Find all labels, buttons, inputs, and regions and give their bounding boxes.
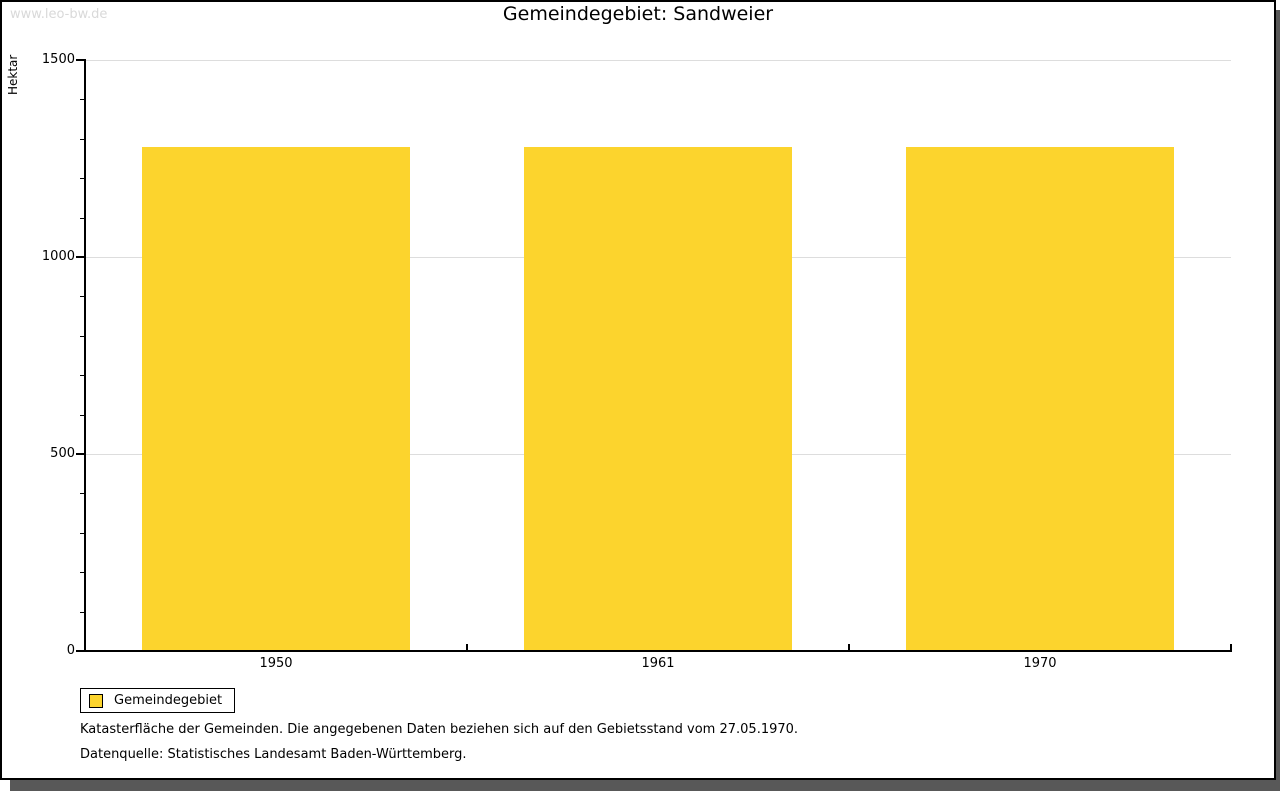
x-boundary-tick bbox=[1230, 644, 1232, 651]
page-shadow-right bbox=[1276, 10, 1280, 791]
y-minor-tick bbox=[80, 414, 85, 416]
y-major-tick bbox=[76, 453, 84, 455]
legend-label: Gemeindegebiet bbox=[114, 693, 223, 708]
y-minor-tick bbox=[80, 493, 85, 495]
page-shadow-bottom bbox=[10, 780, 1280, 791]
footnote-source-note: Katasterfläche der Gemeinden. Die angege… bbox=[80, 722, 799, 737]
bar bbox=[906, 146, 1174, 651]
y-minor-tick bbox=[80, 99, 85, 101]
x-category-label: 1950 bbox=[259, 656, 293, 671]
y-tick-label: 1000 bbox=[41, 249, 75, 264]
legend-swatch-icon bbox=[89, 693, 103, 708]
y-axis bbox=[84, 59, 86, 652]
y-major-tick bbox=[76, 59, 84, 61]
x-boundary-tick bbox=[466, 644, 468, 651]
y-major-tick bbox=[76, 256, 84, 258]
bar bbox=[524, 146, 792, 651]
y-major-tick bbox=[76, 650, 84, 652]
y-minor-tick bbox=[80, 138, 85, 140]
y-tick-label: 1500 bbox=[41, 52, 75, 67]
y-minor-tick bbox=[80, 296, 85, 298]
y-minor-tick bbox=[80, 335, 85, 337]
x-boundary-tick bbox=[848, 644, 850, 651]
page-title: Gemeindegebiet: Sandweier bbox=[502, 3, 774, 25]
bar bbox=[142, 146, 410, 651]
watermark: www.leo-bw.de bbox=[10, 7, 108, 22]
x-category-label: 1961 bbox=[641, 656, 675, 671]
y-minor-tick bbox=[80, 611, 85, 613]
y-minor-tick bbox=[80, 532, 85, 534]
y-minor-tick bbox=[80, 572, 85, 574]
y-minor-tick bbox=[80, 178, 85, 180]
gridline bbox=[85, 60, 1231, 61]
footnote-data-source: Datenquelle: Statistisches Landesamt Bad… bbox=[80, 747, 467, 762]
x-category-label: 1970 bbox=[1023, 656, 1057, 671]
y-tick-label: 0 bbox=[66, 643, 75, 658]
y-minor-tick bbox=[80, 375, 85, 377]
y-tick-label: 500 bbox=[50, 446, 75, 461]
y-minor-tick bbox=[80, 217, 85, 219]
x-axis bbox=[84, 650, 1232, 652]
legend: Gemeindegebiet bbox=[80, 688, 236, 713]
y-axis-title: Hektar bbox=[6, 54, 20, 95]
